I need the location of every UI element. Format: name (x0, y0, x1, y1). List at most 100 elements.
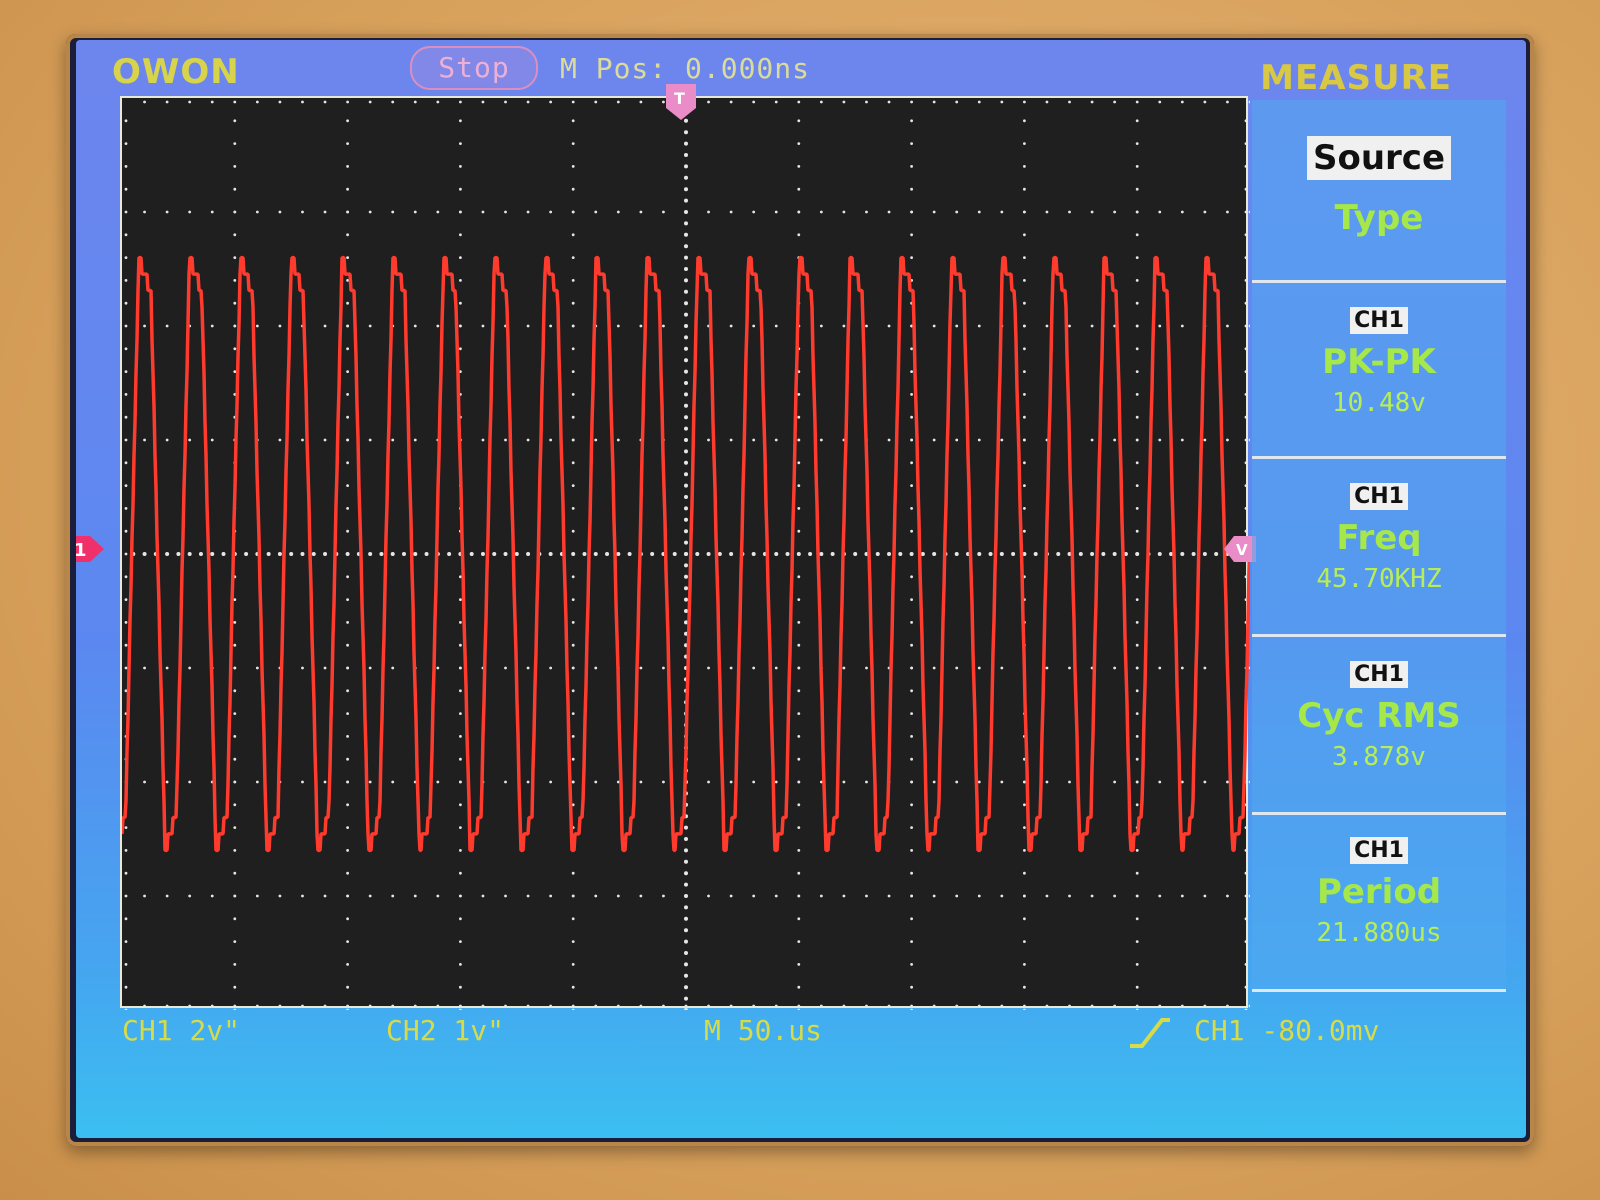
source-option[interactable]: Source (1306, 136, 1452, 180)
grid-dot (124, 507, 128, 510)
grid-dot (955, 100, 959, 104)
grid-dot (1203, 1004, 1207, 1008)
grid-dot (1023, 529, 1026, 533)
grid-dot (368, 894, 372, 898)
grid-dot (210, 210, 214, 214)
grid-dot (1135, 552, 1140, 556)
grid-dot (124, 529, 128, 533)
measurement-slot-3[interactable]: CH1 Cyc RMS 3.878v (1252, 634, 1506, 815)
measurement-type: PK-PK (1322, 342, 1436, 382)
grid-dot (346, 393, 349, 396)
grid-dot (1226, 894, 1229, 898)
grid-dot (797, 415, 801, 419)
grid-dot (571, 940, 575, 943)
grid-dot (346, 233, 349, 237)
grid-dot (684, 951, 688, 955)
grid-dot (1112, 552, 1117, 556)
grid-dot (1135, 803, 1139, 807)
grid-dot (797, 119, 801, 123)
grid-dot (571, 780, 575, 784)
grid-dot (459, 963, 462, 966)
grid-dot (1135, 393, 1139, 396)
measurement-slot-1[interactable]: CH1 PK-PK 10.48v (1252, 280, 1506, 459)
grid-dot (1023, 1008, 1026, 1010)
trigger-position-marker[interactable]: T (666, 84, 696, 120)
grid-dot (266, 552, 271, 556)
grid-dot (436, 894, 440, 898)
grid-dot (797, 529, 801, 533)
measurement-value: 45.70KHZ (1316, 564, 1442, 594)
grid-dot (1045, 1004, 1049, 1008)
grid-dot (1180, 100, 1184, 104)
type-option[interactable]: Type (1334, 198, 1424, 238)
grid-dot (436, 666, 440, 670)
grid-dot (684, 586, 688, 591)
measurement-value: 10.48v (1332, 388, 1426, 418)
grid-dot (887, 210, 891, 214)
grid-dot (684, 438, 688, 442)
trigger-level-label: V (1236, 541, 1248, 559)
run-state-indicator[interactable]: Stop (410, 46, 538, 90)
grid-dot (1135, 529, 1139, 533)
grid-dot (865, 100, 868, 104)
grid-dot (1090, 552, 1095, 556)
grid-dot (1000, 894, 1004, 898)
grid-dot (233, 1008, 237, 1010)
grid-dot (684, 369, 688, 374)
grid-dot (1000, 666, 1004, 670)
grid-dot (910, 529, 913, 533)
grid-dot (255, 666, 259, 670)
grid-dot (616, 894, 620, 898)
trigger-level-marker[interactable]: V (1224, 536, 1256, 562)
grid-dot (1023, 165, 1026, 168)
grid-dot (672, 552, 677, 556)
grid-dot (1023, 484, 1026, 487)
measurement-slot-2[interactable]: CH1 Freq 45.70KHZ (1252, 456, 1506, 637)
grid-dot (233, 917, 237, 921)
grid-dot (1135, 187, 1139, 191)
grid-dot (1113, 780, 1117, 784)
grid-dot (594, 100, 598, 104)
grid-dot (413, 552, 418, 556)
grid-dot (459, 165, 462, 168)
grid-dot (424, 552, 429, 556)
grid-dot (278, 894, 282, 898)
grid-dot (459, 643, 462, 647)
grid-dot (346, 256, 349, 259)
grid-dot (143, 1004, 146, 1008)
grid-dot (459, 301, 462, 305)
grid-dot (955, 324, 959, 328)
grid-dot (910, 575, 913, 579)
ch1-waveform-path (122, 255, 1250, 853)
grid-dot (526, 552, 531, 556)
grid-dot (707, 666, 710, 670)
menu-source-type[interactable]: Source Type (1252, 100, 1506, 280)
grid-dot (504, 438, 507, 442)
grid-dot (346, 484, 349, 487)
grid-dot (346, 643, 349, 647)
grid-dot (571, 370, 575, 373)
grid-dot (514, 552, 519, 556)
grid-dot (752, 324, 756, 328)
grid-dot (459, 621, 462, 624)
grid-dot (301, 438, 304, 442)
grid-dot (436, 210, 440, 214)
grid-dot (797, 165, 801, 168)
grid-dot (481, 894, 485, 898)
grid-dot (662, 780, 665, 784)
grid-dot (1158, 894, 1162, 898)
grid-dot (255, 780, 259, 784)
grid-dot (1158, 1004, 1162, 1008)
ch1-position-marker[interactable]: 1 (76, 536, 104, 562)
grid-dot (797, 598, 801, 601)
grid-dot (1244, 529, 1248, 533)
grid-dot (684, 289, 688, 294)
grid-dot (549, 324, 553, 328)
grid-dot (684, 346, 688, 351)
grid-dot (143, 210, 146, 214)
grid-dot (143, 780, 146, 784)
measurement-slot-4[interactable]: CH1 Period 21.880us (1252, 812, 1506, 992)
grid-dot (797, 461, 801, 465)
grid-dot (910, 187, 913, 191)
grid-dot (684, 449, 688, 454)
